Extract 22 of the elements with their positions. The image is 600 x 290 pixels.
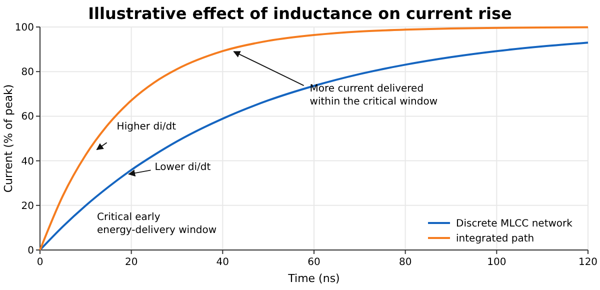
x-tick-label: 0 — [36, 257, 44, 268]
x-tick-label: 60 — [308, 257, 320, 268]
annotation: Lower di/dt — [154, 162, 211, 174]
annotation: Critical early energy-delivery window — [97, 212, 217, 236]
y-axis-title: Current (% of peak) — [2, 84, 15, 193]
y-tick-label: 0 — [28, 246, 34, 256]
legend-label: Discrete MLCC network — [456, 218, 573, 230]
y-tick-label: 80 — [21, 67, 34, 78]
y-tick-label: 60 — [21, 112, 34, 123]
y-tick-label: 100 — [14, 22, 34, 34]
y-tick-label: 20 — [21, 200, 34, 212]
y-tick-label: 40 — [21, 156, 34, 168]
chart-title: Illustrative effect of inductance on current rise — [88, 4, 512, 23]
x-tick-label: 120 — [578, 257, 598, 268]
x-tick-label: 80 — [398, 257, 412, 268]
annotation: Higher di/dt — [116, 122, 176, 133]
x-axis-title: Time (ns) — [287, 272, 340, 285]
annotation: More current delivered within the critical window — [310, 84, 438, 108]
legend-label: integrated path — [456, 234, 534, 244]
x-tick-label: 100 — [487, 257, 506, 268]
x-tick-label: 40 — [216, 257, 230, 268]
x-tick-label: 20 — [124, 257, 138, 268]
